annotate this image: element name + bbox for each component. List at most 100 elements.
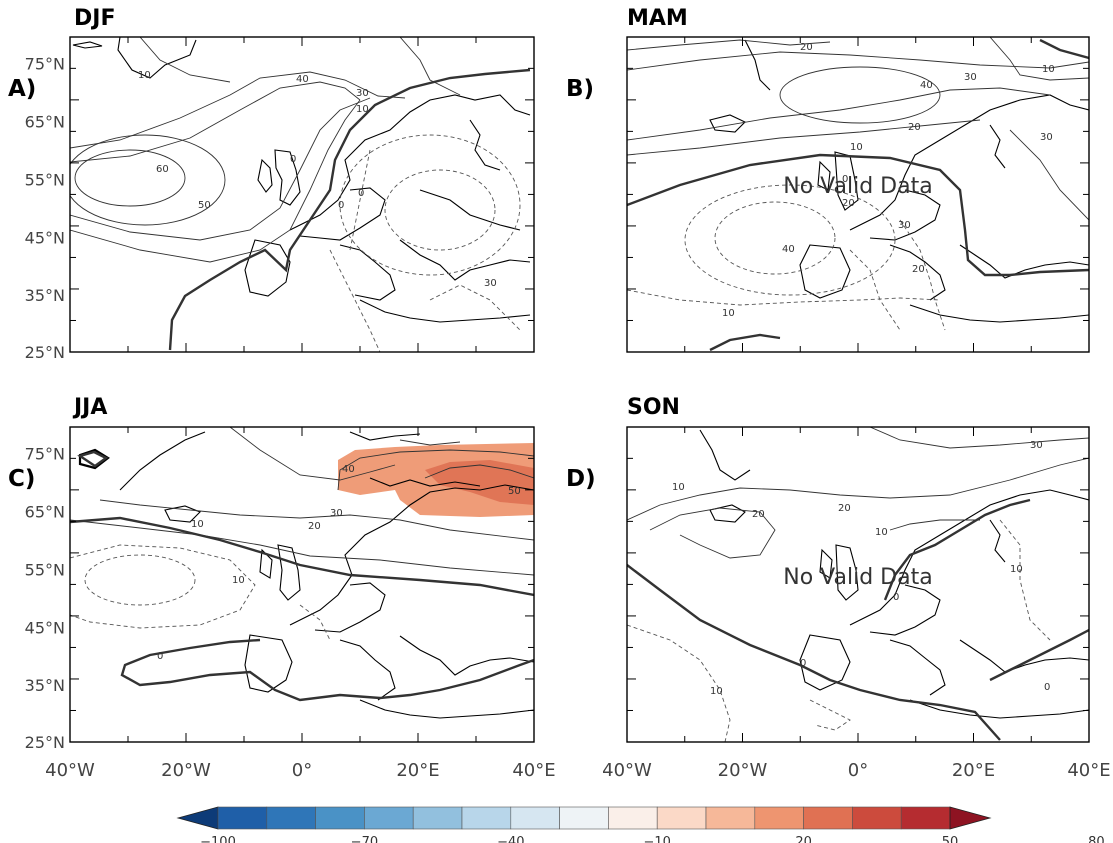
lon-tick-label: 40°W [602, 760, 652, 781]
lat-tick-label: 45°N [25, 228, 65, 247]
contours-zero [168, 68, 531, 351]
panel-djf: DJF A) [8, 6, 535, 353]
colorbar-box [705, 806, 756, 830]
map-area: 10 40 30 10 0 60 50 0 0 30 [70, 37, 531, 352]
panel-title: SON [627, 395, 680, 420]
axes: 75°N 65°N 55°N 45°N 35°N 25°N 75°N 65°N 55°N 45°N… [25, 37, 1111, 781]
contour-label: 0 [290, 154, 296, 165]
panel-title: DJF [74, 6, 115, 31]
lat-tick-label: 65°N [25, 113, 65, 132]
contour-labels: 40 50 30 20 10 10 0 [157, 464, 521, 662]
contour-label: 60 [156, 164, 169, 175]
contour-label: 30 [898, 220, 911, 231]
colorbar-box [559, 806, 609, 830]
contours-solid [627, 37, 1089, 221]
lon-tick-label: 0° [848, 760, 868, 781]
contours-solid [70, 427, 534, 576]
panel-mam: MAM B) [566, 6, 1090, 353]
lat-tick-label: 75°N [25, 54, 65, 73]
coastlines [72, 37, 531, 323]
lat-tick-label: 35°N [25, 676, 65, 695]
lat-tick-label: 35°N [25, 286, 65, 305]
colorbar-box [656, 806, 707, 830]
contour-label: 40 [782, 244, 795, 255]
contour-label: 20 [908, 122, 921, 133]
colorbar-label: −10 [643, 835, 670, 843]
colorbar: −100 −70 −40 −10 20 50 80 [176, 806, 1105, 843]
colorbar-box [900, 806, 951, 830]
contour-label: 40 [920, 80, 933, 91]
contour-labels: 30 10 20 20 10 10 0 0 10 0 [672, 440, 1050, 697]
no-valid-data-label: No Valid Data [783, 565, 932, 590]
colorbar-label: −100 [200, 835, 236, 843]
colorbar-label: 20 [795, 835, 812, 843]
contour-label: 30 [484, 278, 497, 289]
contour-label: 10 [1010, 564, 1023, 575]
colorbar-triangle-low [176, 806, 219, 830]
significance-shading [338, 443, 534, 517]
contours-dashed [627, 519, 1051, 742]
contour-label: 40 [342, 464, 355, 475]
colorbar-box [754, 806, 804, 830]
colorbar-box [852, 806, 902, 830]
lat-tick-label: 75°N [25, 444, 65, 463]
contour-labels: 20 10 30 40 20 10 30 0 20 40 10 20 30 [722, 42, 1055, 319]
contour-label: 0 [800, 658, 806, 669]
panel-letter: D) [566, 466, 596, 492]
lon-tick-label: 40°E [512, 760, 555, 781]
contour-label: 0 [893, 592, 899, 603]
colorbar-box [217, 806, 268, 830]
contour-label: 30 [1030, 440, 1043, 451]
contour-label: 10 [722, 308, 735, 319]
no-valid-data-label: No Valid Data [783, 174, 932, 199]
colorbar-box [364, 806, 414, 830]
lon-tick-label: 20°E [396, 760, 439, 781]
lon-tick-label: 0° [292, 760, 312, 781]
colorbar-label: −40 [497, 835, 524, 843]
lat-tick-label: 25°N [25, 343, 65, 362]
contour-label: 10 [191, 519, 204, 530]
colorbar-box [266, 806, 316, 830]
contour-label: 20 [842, 198, 855, 209]
contour-label: 0 [157, 651, 163, 662]
contour-label: 50 [198, 200, 211, 211]
contour-label: 10 [672, 482, 685, 493]
contours-dashed [627, 184, 946, 331]
colorbar-box [510, 806, 560, 830]
contour-label: 0 [842, 174, 848, 185]
contour-labels: 10 40 30 10 0 60 50 0 0 30 [138, 70, 497, 289]
contour-label: 30 [330, 508, 343, 519]
contour-label: 30 [356, 88, 369, 99]
contours-solid [627, 427, 1089, 559]
colorbar-label: 80 [1088, 835, 1105, 843]
colorbar-box [315, 806, 365, 830]
coastlines [78, 431, 534, 719]
contour-label: 10 [232, 575, 245, 586]
shading-inner [425, 460, 534, 505]
contours-solid [70, 37, 461, 263]
colorbar-box [461, 806, 512, 830]
contour-label: 10 [710, 686, 723, 697]
contour-label: 10 [1042, 64, 1055, 75]
map-area: 20 10 30 40 20 10 30 0 20 40 10 20 30 [627, 37, 1089, 352]
contour-label: 40 [296, 74, 309, 85]
contour-label: 20 [752, 509, 765, 520]
lon-tick-label: 20°W [161, 760, 211, 781]
contour-label: 20 [800, 42, 813, 53]
map-area: 40 50 30 20 10 10 0 [70, 427, 534, 719]
panel-title: MAM [627, 6, 688, 31]
colorbar-triangle-high [949, 806, 992, 830]
panel-letter: B) [566, 76, 594, 102]
lat-tick-label: 45°N [25, 618, 65, 637]
lat-tick-label: 55°N [25, 170, 65, 189]
panel-letter: C) [8, 466, 35, 492]
contour-label: 0 [358, 188, 364, 199]
lon-tick-label: 40°E [1067, 760, 1110, 781]
lon-tick-label: 40°W [45, 760, 95, 781]
panel-jja: JJA C) [8, 395, 535, 743]
colorbar-label: 50 [942, 835, 959, 843]
contour-label: 10 [875, 527, 888, 538]
lon-tick-label: 20°E [952, 760, 995, 781]
panel-son: SON D) [566, 395, 1090, 743]
